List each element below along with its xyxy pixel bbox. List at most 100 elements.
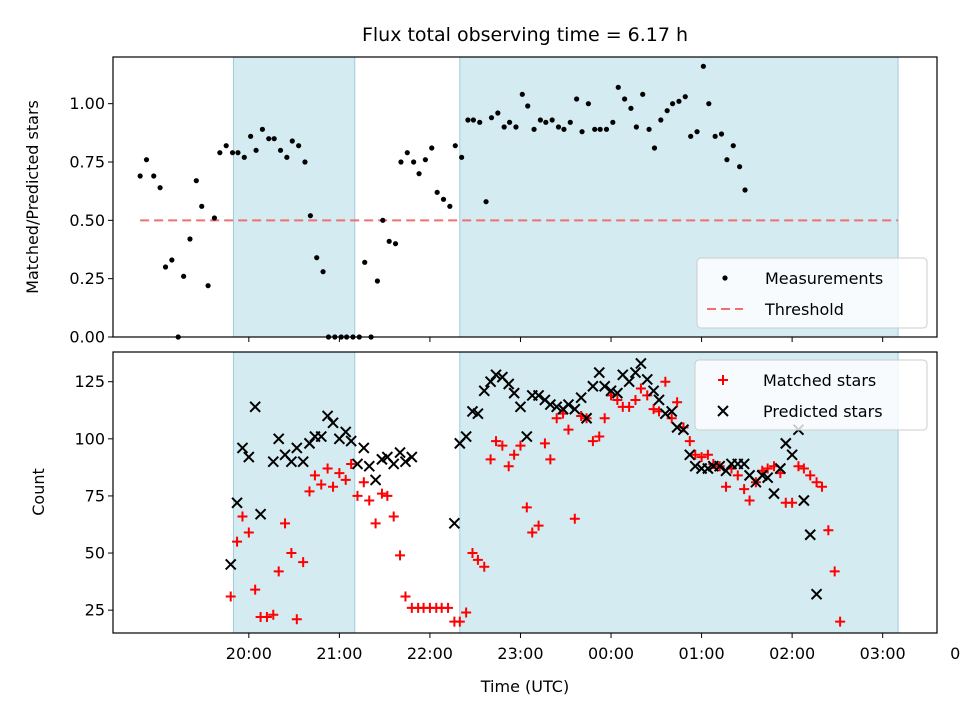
- point-measurement: [422, 157, 428, 163]
- point-predicted: [598, 380, 611, 392]
- point-predicted: [810, 588, 823, 600]
- point-measurement: [302, 159, 308, 165]
- point-matched: [280, 518, 291, 529]
- x-tick-label: 00:00: [588, 644, 634, 663]
- point-predicted: [327, 417, 339, 429]
- x-tick-label: 20:00: [226, 644, 272, 663]
- point-measurement: [700, 63, 706, 69]
- point-predicted: [689, 460, 701, 472]
- point-matched: [515, 440, 526, 451]
- y-tick-label: 0.50: [69, 211, 105, 230]
- point-matched: [225, 591, 236, 602]
- point-measurement: [296, 143, 302, 149]
- axes-frame: [112, 351, 938, 634]
- point-measurement: [235, 150, 241, 156]
- point-measurement: [277, 147, 284, 153]
- point-measurement: [398, 159, 404, 165]
- point-measurement: [199, 203, 205, 209]
- point-measurement: [519, 91, 525, 97]
- point-measurement: [622, 96, 628, 102]
- point-predicted: [351, 458, 364, 470]
- point-matched: [612, 394, 623, 405]
- point-matched: [322, 463, 333, 474]
- point-predicted: [490, 369, 502, 381]
- point-matched: [340, 474, 351, 485]
- point-measurement: [229, 150, 236, 156]
- x-tick-label: 02:00: [769, 644, 815, 663]
- point-matched: [232, 536, 243, 547]
- point-matched: [533, 520, 544, 531]
- point-predicted: [761, 471, 774, 484]
- point-predicted: [593, 366, 605, 379]
- point-predicted: [665, 405, 678, 418]
- point-predicted: [580, 412, 593, 424]
- point-measurement: [543, 119, 549, 125]
- point-matched: [660, 376, 671, 387]
- point-predicted: [478, 385, 490, 397]
- point-predicted: [653, 394, 665, 406]
- point-measurement: [248, 133, 254, 139]
- point-measurement: [477, 119, 483, 125]
- point-matched: [702, 449, 713, 460]
- point-predicted: [303, 437, 316, 450]
- point-matched: [376, 488, 387, 499]
- point-matched: [443, 602, 454, 613]
- ratio-panel: 0.00 0.25 0.50 0.75 1.00 Measurements Threshol…: [69, 56, 938, 347]
- point-measurement: [737, 164, 743, 170]
- point-measurement: [259, 126, 266, 132]
- x-axis-label: Time (UTC): [480, 677, 569, 696]
- legend-box: [696, 257, 928, 329]
- point-matched: [672, 397, 683, 408]
- point-matched: [497, 440, 508, 451]
- point-measurement: [628, 105, 634, 111]
- point-matched: [539, 438, 550, 449]
- point-predicted: [406, 451, 418, 463]
- point-predicted: [243, 451, 255, 463]
- point-matched: [744, 495, 755, 506]
- legend-marker-predicted: [717, 405, 729, 417]
- point-matched: [696, 452, 707, 463]
- point-matched: [485, 454, 496, 465]
- point-matched: [732, 470, 743, 481]
- point-predicted: [544, 398, 557, 411]
- point-matched: [594, 431, 605, 442]
- y-tick-label: 50: [85, 544, 105, 563]
- point-matched: [642, 390, 653, 401]
- point-measurement: [597, 126, 603, 132]
- y-tick-label: 75: [85, 486, 105, 505]
- point-matched: [298, 557, 309, 568]
- point-predicted: [780, 437, 792, 450]
- point-matched: [364, 495, 375, 506]
- point-measurement: [320, 269, 326, 275]
- point-predicted: [358, 442, 370, 454]
- point-measurement: [362, 259, 368, 265]
- point-matched: [545, 454, 556, 465]
- point-matched: [304, 486, 315, 497]
- point-predicted: [684, 449, 696, 461]
- point-measurement: [447, 203, 453, 209]
- point-measurement: [483, 199, 489, 205]
- point-predicted: [798, 494, 810, 507]
- point-measurement: [187, 236, 193, 242]
- point-matched: [250, 584, 261, 595]
- point-predicted: [550, 401, 563, 413]
- point-matched: [739, 484, 750, 495]
- point-predicted: [671, 421, 683, 434]
- point-predicted: [363, 460, 375, 472]
- point-matched: [237, 511, 248, 522]
- point-measurement: [271, 136, 277, 142]
- point-matched: [352, 490, 363, 501]
- count-panel: 25 50 75 100 125 20:00 21:00 22:00 23:00 00:00 01:…: [74, 351, 960, 663]
- point-measurement: [640, 91, 646, 97]
- legend-marker-matched: [718, 375, 728, 385]
- point-measurement: [694, 129, 700, 135]
- point-measurement: [669, 101, 676, 107]
- point-measurement: [416, 171, 422, 177]
- axes-frame: [112, 56, 938, 338]
- point-predicted: [738, 458, 750, 470]
- point-measurement: [651, 145, 658, 151]
- point-matched: [273, 566, 284, 577]
- point-predicted: [659, 407, 672, 420]
- point-measurement: [459, 154, 465, 160]
